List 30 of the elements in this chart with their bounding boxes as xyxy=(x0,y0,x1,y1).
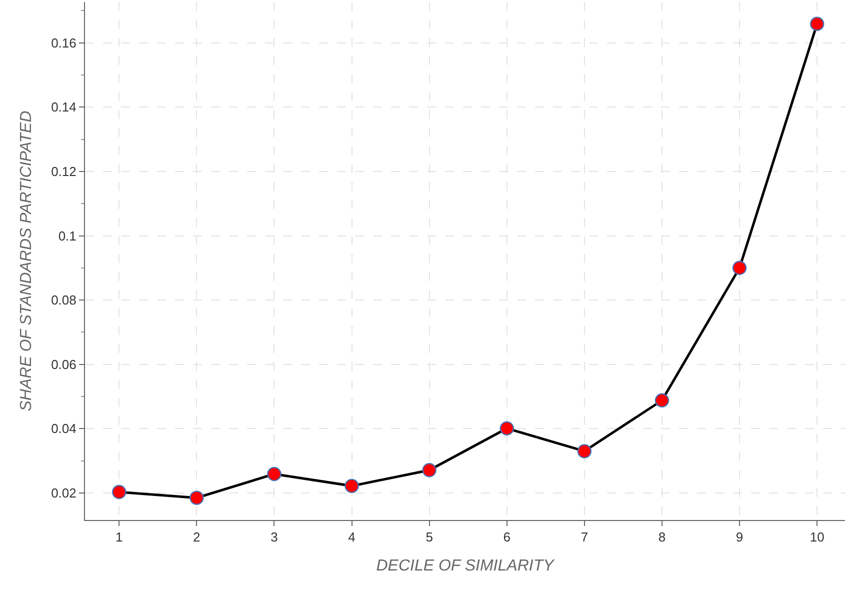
point xyxy=(190,490,204,505)
x-tick-label: 4 xyxy=(348,530,356,545)
x-tick-label: 2 xyxy=(193,530,200,545)
x-tick-label: 10 xyxy=(810,530,824,545)
y-tick-label: 0.02 xyxy=(51,486,76,501)
y-tick-label: 0.16 xyxy=(51,35,76,50)
point xyxy=(267,466,282,482)
y-tick-label: 0.06 xyxy=(51,356,76,372)
point xyxy=(422,463,436,478)
x-tick-label: 9 xyxy=(736,530,744,545)
x-tick-label: 5 xyxy=(426,530,433,545)
point xyxy=(344,478,359,494)
y-axis-title: SHARE OF STANDARDS PARTICIPATED xyxy=(18,110,35,412)
x-tick-label: 1 xyxy=(116,530,123,545)
x-tick-label: 6 xyxy=(503,530,510,545)
x-tick-label: 7 xyxy=(580,530,588,545)
point xyxy=(732,260,747,276)
point xyxy=(112,484,126,500)
x-tick-label: 3 xyxy=(270,530,278,545)
y-tick-label: 0.08 xyxy=(51,292,76,308)
y-tick-label: 0.04 xyxy=(51,421,76,436)
y-tick-label: 0.1 xyxy=(58,228,76,244)
y-tick-label: 0.14 xyxy=(51,100,76,115)
x-axis-title: DECILE OF SIMILARITY xyxy=(376,557,556,574)
point xyxy=(500,421,514,436)
y-tick-label: 0.12 xyxy=(51,164,76,179)
point xyxy=(577,444,592,458)
point xyxy=(810,16,824,31)
x-tick-label: 8 xyxy=(658,530,666,545)
point xyxy=(654,393,670,408)
